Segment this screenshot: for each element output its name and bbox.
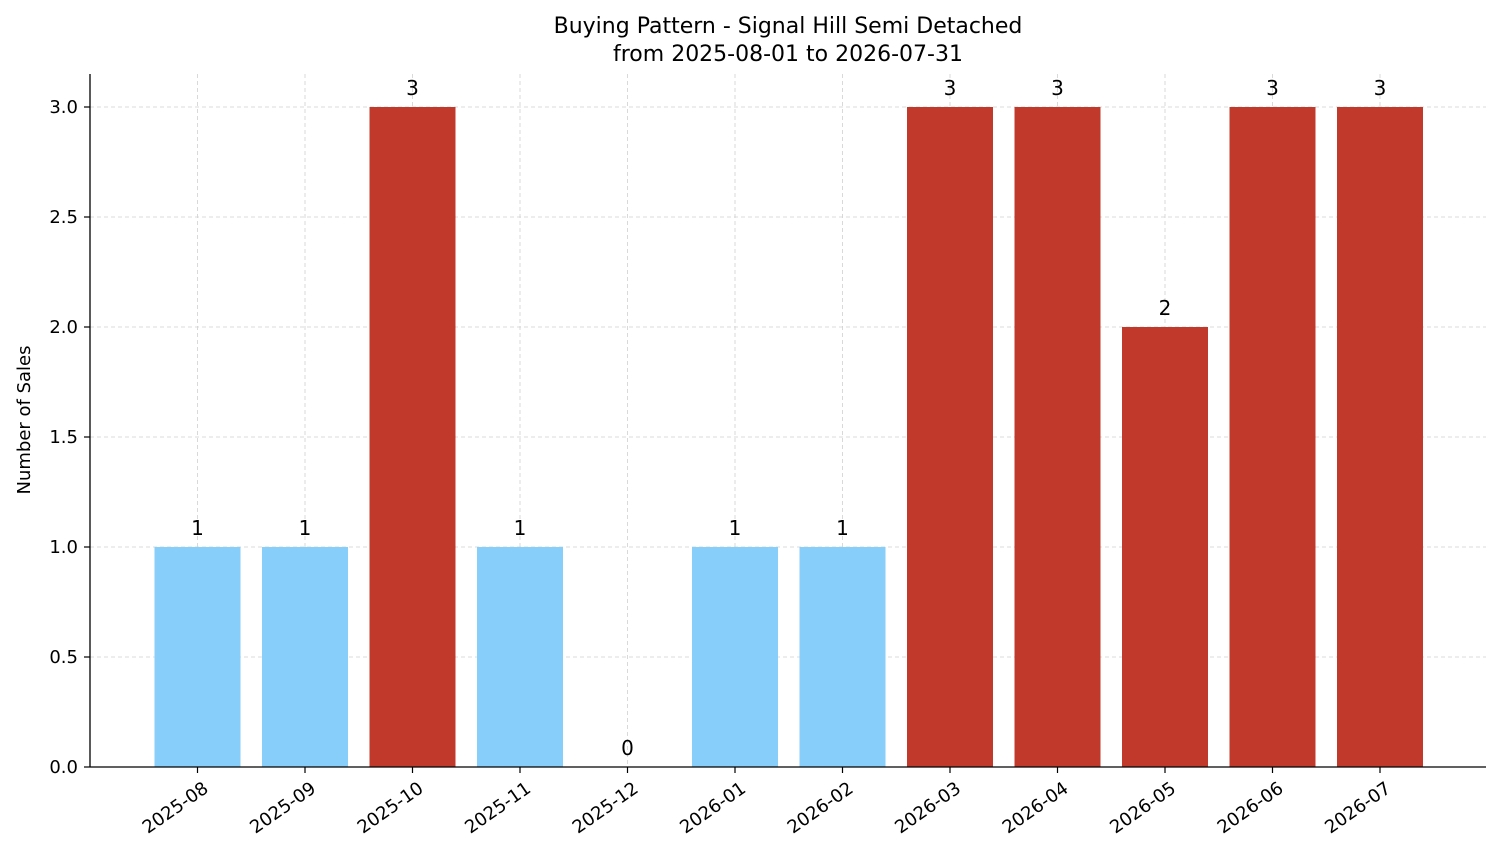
data-label: 0 (621, 736, 634, 760)
x-tick-label: 2025-11 (461, 778, 535, 838)
x-tick-label: 2026-02 (784, 778, 858, 838)
bar-2026-04 (1014, 107, 1101, 767)
data-labels: 1 1 3 1 0 1 1 3 3 2 3 3 (191, 76, 1386, 760)
bar-2025-09 (262, 547, 348, 767)
data-label: 2 (1159, 296, 1172, 320)
x-tick-label: 2026-07 (1321, 778, 1395, 838)
y-tick-label: 0.5 (49, 647, 78, 668)
data-label: 3 (944, 76, 957, 100)
bar-2026-07 (1337, 107, 1423, 767)
x-tick-label: 2026-05 (1106, 778, 1180, 838)
y-tick-label: 2.0 (49, 317, 78, 338)
y-tick-label: 0.0 (49, 757, 78, 778)
data-label: 1 (299, 516, 312, 540)
data-label: 1 (514, 516, 527, 540)
data-label: 3 (1051, 76, 1064, 100)
y-axis-label: Number of Sales (14, 345, 35, 494)
bar-2025-11 (477, 547, 563, 767)
bar-2026-01 (692, 547, 778, 767)
x-tick-label: 2025-12 (569, 778, 643, 838)
x-tick-label: 2025-10 (354, 778, 428, 838)
chart-title: Buying Pattern - Signal Hill Semi Detach… (554, 14, 1023, 39)
data-label: 1 (836, 516, 849, 540)
bar-2026-06 (1229, 107, 1316, 767)
bar-2026-03 (907, 107, 993, 767)
x-tick-label: 2026-06 (1214, 778, 1288, 838)
chart-subtitle: from 2025-08-01 to 2026-07-31 (613, 42, 963, 67)
y-tick-label: 1.0 (49, 537, 78, 558)
bar-2026-05 (1122, 327, 1208, 767)
data-label: 1 (729, 516, 742, 540)
y-tick-label: 2.5 (49, 207, 78, 228)
data-label: 3 (1266, 76, 1279, 100)
data-label: 3 (1374, 76, 1387, 100)
data-label: 3 (406, 76, 419, 100)
x-tick-label: 2025-09 (246, 778, 320, 838)
x-tick-label: 2025-08 (139, 778, 213, 838)
bar-2025-10 (369, 107, 456, 767)
x-tick-label: 2026-04 (999, 778, 1073, 838)
bars (154, 107, 1423, 767)
x-tick-label: 2026-01 (676, 778, 750, 838)
bar-2025-08 (154, 547, 241, 767)
x-tick-label: 2026-03 (891, 778, 965, 838)
y-tick-label: 3.0 (49, 97, 78, 118)
data-label: 1 (191, 516, 204, 540)
y-tick-label: 1.5 (49, 427, 78, 448)
bar-2026-02 (799, 547, 886, 767)
